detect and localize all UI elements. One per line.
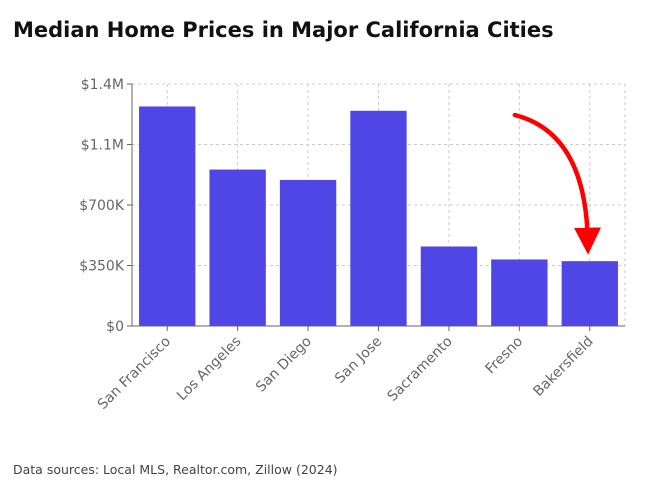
bar-bakersfield[interactable]	[561, 261, 618, 326]
bar-fresno[interactable]	[491, 259, 548, 326]
x-tick-label: Sacramento	[385, 334, 456, 405]
x-tick-label: Bakersfield	[530, 334, 596, 400]
bar-sacramento[interactable]	[420, 246, 478, 326]
chart-title: Median Home Prices in Major California C…	[13, 18, 554, 42]
y-tick-labels: $0 $350K $700K $1.1M $1.4M	[79, 77, 125, 335]
bar-san-diego[interactable]	[279, 179, 337, 326]
y-tick-label: $0	[106, 319, 124, 335]
x-tick-label: San Francisco	[95, 334, 174, 413]
x-tick-label: Fresno	[482, 334, 526, 378]
annotation	[512, 112, 602, 255]
axes	[127, 83, 625, 331]
bar-los-angeles[interactable]	[209, 169, 266, 326]
bar-san-francisco[interactable]	[139, 106, 196, 326]
x-tick-label: San Jose	[332, 334, 385, 387]
x-tick-labels: San Francisco Los Angeles San Diego San Jos…	[95, 334, 597, 413]
source-note: Data sources: Local MLS, Realtor.com, Zi…	[13, 462, 338, 477]
x-tick-label: San Diego	[253, 334, 315, 396]
y-tick-label: $350K	[79, 259, 125, 275]
y-tick-label: $700K	[79, 198, 125, 214]
annotation-arrow	[512, 112, 602, 255]
bars	[139, 106, 618, 327]
y-tick-label: $1.1M	[81, 138, 124, 154]
bar-san-jose[interactable]	[350, 110, 407, 327]
y-tick-label: $1.4M	[81, 77, 124, 93]
x-tick-label: Los Angeles	[174, 334, 244, 404]
